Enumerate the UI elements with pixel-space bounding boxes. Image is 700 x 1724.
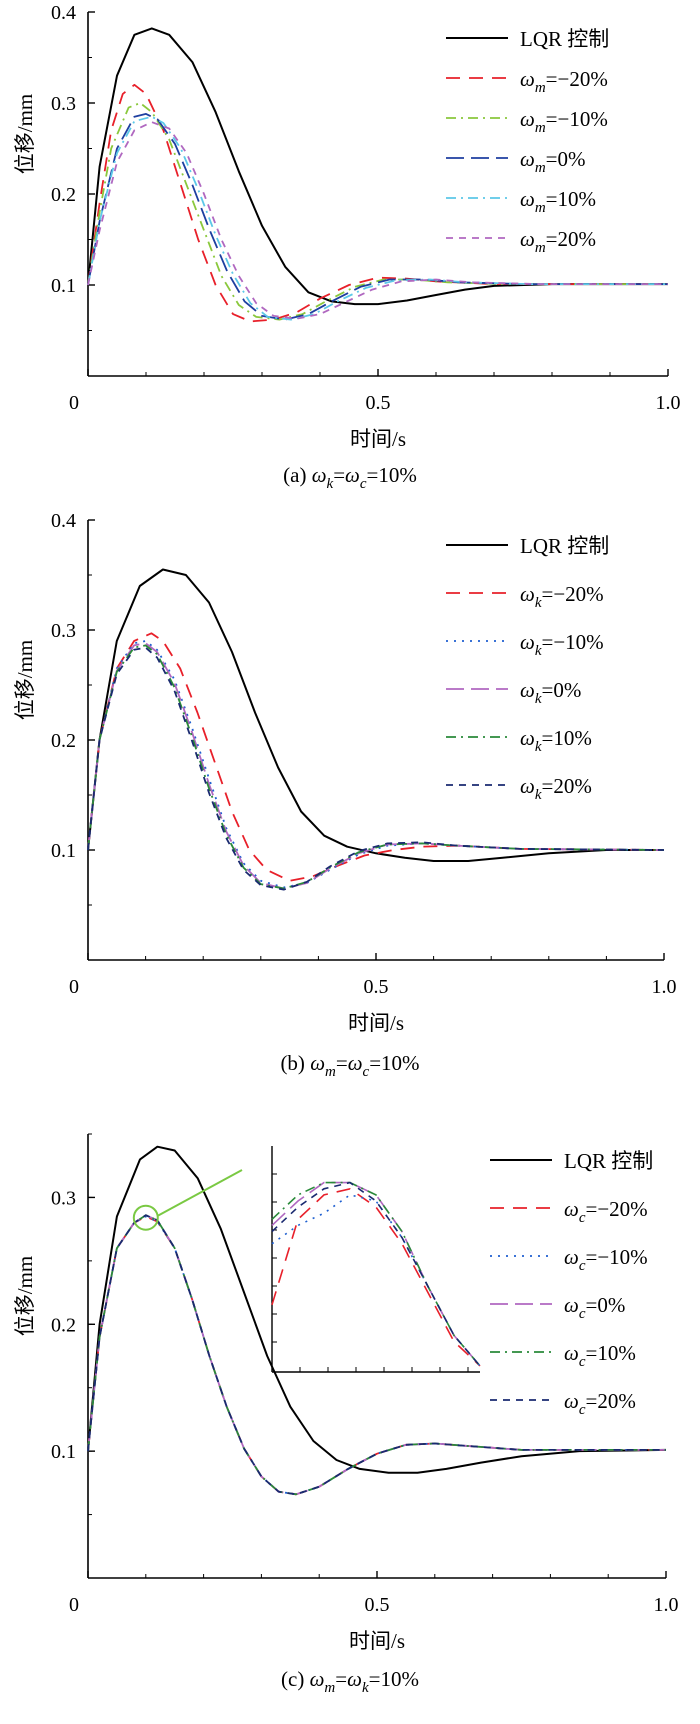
chart-panel-0: 0.1 0.2 0.3 0.4 0 0.5 1.0 时间/s 位移/mm LQR 控制 ωm=−20… bbox=[13, 2, 681, 492]
chart-panel-2: 0.1 0.2 0.3 0 0.5 1.0 时间/s 位移/mm LQR 控制 ωc=−20% ωc… bbox=[13, 1133, 679, 1696]
legend-label: LQR 控制 bbox=[520, 534, 609, 558]
legend-label: ωm=20% bbox=[520, 227, 596, 256]
y-tick-label: 0.2 bbox=[51, 184, 76, 206]
series-line-0 bbox=[87, 568, 664, 862]
legend-label: ωc=10% bbox=[564, 1341, 636, 1370]
series-line-4 bbox=[87, 1214, 666, 1496]
x-tick-label: 0 bbox=[69, 1594, 79, 1616]
y-tick-label: 0.2 bbox=[51, 1314, 76, 1336]
x-tick-label: 0.5 bbox=[366, 392, 391, 414]
y-axis-label: 位移/mm bbox=[13, 94, 37, 175]
legend-label: ωc=0% bbox=[564, 1293, 625, 1322]
legend-label: LQR 控制 bbox=[564, 1149, 653, 1173]
zoom-connector bbox=[157, 1169, 243, 1217]
series-line-4 bbox=[87, 115, 668, 321]
inset-series-line-0 bbox=[271, 1187, 481, 1367]
panel-caption: (a) ωk=ωc=10% bbox=[283, 463, 417, 492]
legend-label: ωk=−10% bbox=[520, 630, 604, 659]
legend-label: ωc=−10% bbox=[564, 1245, 648, 1274]
series-line-1 bbox=[87, 83, 668, 323]
x-tick-label: 0 bbox=[69, 976, 79, 998]
series-line-3 bbox=[87, 113, 668, 321]
y-tick-label: 0.2 bbox=[51, 730, 76, 752]
series-line-0 bbox=[87, 1145, 667, 1474]
y-tick-label: 0.3 bbox=[51, 93, 76, 115]
series-line-0 bbox=[87, 27, 668, 306]
legend-label: ωm=−20% bbox=[520, 67, 608, 96]
zoom-circle bbox=[132, 1204, 159, 1231]
x-axis-label: 时间/s bbox=[349, 1629, 405, 1653]
series-line-5 bbox=[87, 121, 668, 320]
y-axis-label: 位移/mm bbox=[13, 1256, 37, 1337]
legend-label: LQR 控制 bbox=[520, 27, 609, 51]
legend-label: ωm=10% bbox=[520, 187, 596, 216]
x-axis-label: 时间/s bbox=[348, 1011, 404, 1035]
series-line-4 bbox=[87, 644, 665, 890]
panel-caption: (c) ωm=ωk=10% bbox=[281, 1667, 419, 1696]
x-tick-label: 0.5 bbox=[364, 976, 389, 998]
y-tick-label: 0.1 bbox=[51, 275, 76, 297]
x-tick-label: 1.0 bbox=[656, 392, 681, 414]
series-line-5 bbox=[87, 1214, 666, 1496]
x-tick-label: 0.5 bbox=[365, 1594, 390, 1616]
x-tick-label: 0 bbox=[69, 392, 79, 414]
y-tick-label: 0.1 bbox=[51, 840, 76, 862]
x-axis-label: 时间/s bbox=[350, 427, 406, 451]
inset-series-line-1 bbox=[271, 1194, 481, 1367]
y-axis-label: 位移/mm bbox=[13, 640, 37, 721]
legend-label: ωc=20% bbox=[564, 1389, 636, 1418]
legend-label: ωm=−10% bbox=[520, 107, 608, 136]
y-tick-label: 0.1 bbox=[51, 1441, 76, 1463]
inset-series-line-2 bbox=[271, 1181, 481, 1367]
legend-label: ωm=0% bbox=[520, 147, 586, 176]
legend-label: ωk=10% bbox=[520, 726, 592, 755]
series-line-1 bbox=[87, 632, 665, 882]
series-line-5 bbox=[87, 646, 665, 891]
x-tick-label: 1.0 bbox=[652, 976, 677, 998]
panel-caption: (b) ωm=ωc=10% bbox=[280, 1051, 419, 1080]
series-line-3 bbox=[87, 642, 665, 890]
x-tick-label: 1.0 bbox=[654, 1594, 679, 1616]
legend-label: ωk=20% bbox=[520, 774, 592, 803]
y-tick-label: 0.4 bbox=[51, 510, 76, 532]
legend-label: ωk=0% bbox=[520, 678, 581, 707]
chart-panel-1: 0.1 0.2 0.3 0.4 0 0.5 1.0 时间/s 位移/mm LQR 控制 ωk=−20… bbox=[13, 510, 677, 1080]
y-tick-label: 0.3 bbox=[51, 620, 76, 642]
legend-label: ωk=−20% bbox=[520, 582, 604, 611]
inset-series-line-3 bbox=[271, 1181, 481, 1367]
y-tick-label: 0.4 bbox=[51, 2, 76, 24]
y-tick-label: 0.3 bbox=[51, 1187, 76, 1209]
legend-label: ωc=−20% bbox=[564, 1197, 648, 1226]
inset-series-line-4 bbox=[271, 1181, 481, 1367]
